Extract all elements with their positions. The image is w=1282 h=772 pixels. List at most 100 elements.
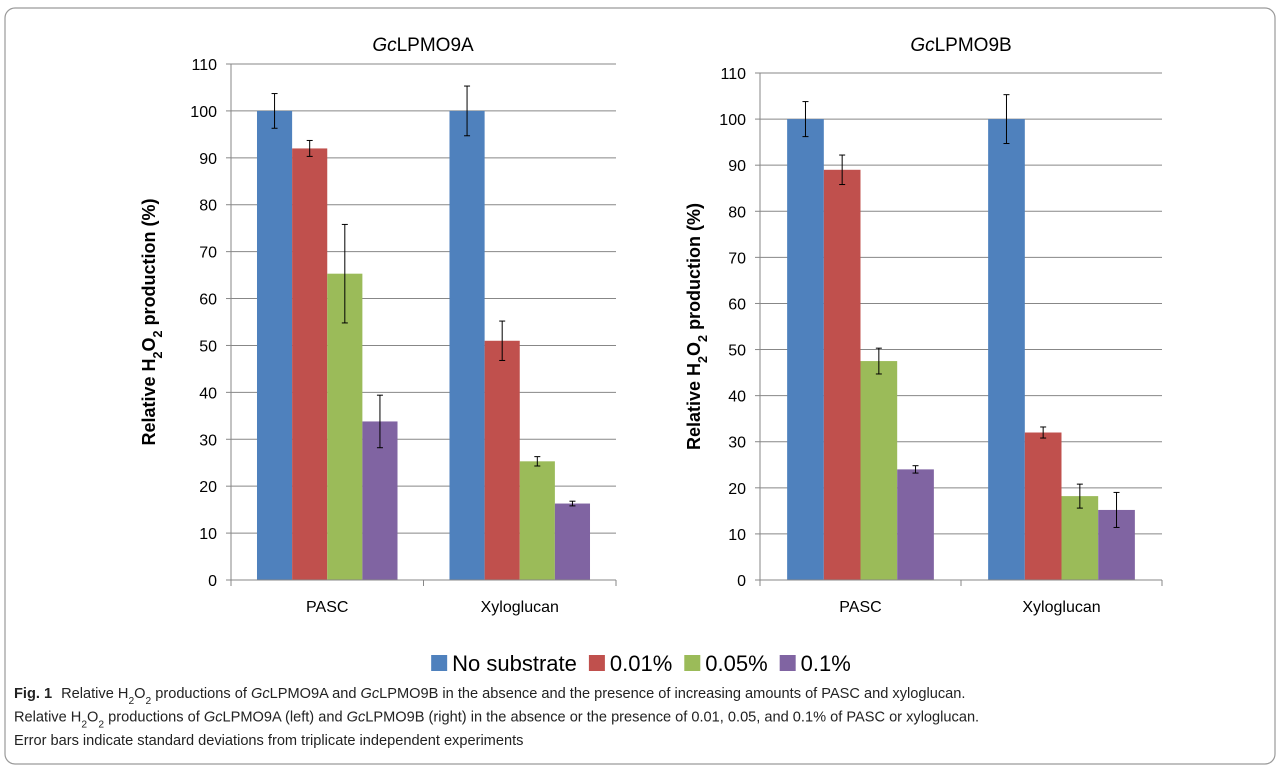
text-segment: O	[139, 337, 159, 351]
subscript: 2	[151, 351, 165, 358]
chart-title: GcLPMO9B	[910, 35, 1011, 56]
bar	[327, 273, 363, 580]
y-tick-label: 10	[728, 527, 746, 544]
legend-label: 0.01%	[610, 651, 672, 676]
bar	[1024, 432, 1062, 580]
text-segment: Relative H	[139, 358, 159, 445]
text-segment: Relative H	[14, 710, 81, 726]
bar	[484, 340, 520, 580]
text-segment: Relative H	[684, 363, 704, 450]
text-segment: Gc	[372, 35, 397, 56]
y-tick-label: 50	[199, 338, 217, 355]
subscript: 2	[128, 696, 134, 707]
error-bar	[499, 320, 506, 361]
text-segment: O	[684, 342, 704, 356]
text-segment: O	[134, 686, 145, 702]
error-bar	[1040, 426, 1047, 439]
y-tick-label: 100	[190, 104, 217, 121]
legend-label: 0.05%	[705, 651, 767, 676]
y-tick-label: 40	[728, 389, 746, 406]
figure-border	[4, 7, 1276, 765]
y-axis-label: Relative H2O2 production (%)	[139, 198, 165, 445]
error-bar	[464, 85, 471, 137]
subscript: 2	[696, 356, 710, 363]
text-segment: LPMO9A (left) and	[223, 710, 347, 726]
bar	[554, 503, 591, 580]
y-tick-label: 70	[199, 245, 217, 262]
subscript: 2	[81, 719, 87, 730]
bar	[823, 169, 861, 581]
caption-line: Relative H2O2 productions of GcLPMO9A (l…	[14, 710, 979, 731]
text-segment: Gc	[361, 686, 380, 702]
x-tick-label: Xyloglucan	[1022, 599, 1100, 616]
subscript: 2	[696, 335, 710, 342]
bar	[292, 148, 328, 580]
text-segment: Gc	[251, 686, 270, 702]
subscript: 2	[145, 696, 151, 707]
text-segment: O	[87, 710, 98, 726]
error-bar	[1003, 94, 1010, 145]
y-tick-label: 80	[728, 204, 746, 221]
caption-line: Error bars indicate standard deviations …	[14, 733, 523, 749]
error-bar	[376, 394, 383, 449]
x-tick-label: PASC	[306, 599, 348, 616]
bar	[256, 110, 293, 580]
y-tick-label: 50	[728, 343, 746, 360]
text-segment: Gc	[347, 710, 366, 726]
text-segment: production (%)	[139, 198, 159, 330]
legend-swatch	[684, 655, 701, 671]
subscript: 2	[98, 719, 104, 730]
y-tick-label: 80	[199, 198, 217, 215]
error-bar	[802, 101, 809, 138]
text-segment: LPMO9B	[935, 35, 1012, 56]
y-tick-label: 0	[737, 573, 746, 590]
error-bar	[306, 139, 313, 157]
y-tick-label: 90	[199, 151, 217, 168]
y-tick-label: 90	[728, 158, 746, 175]
y-tick-label: 60	[728, 296, 746, 313]
legend-label: No substrate	[452, 651, 577, 676]
subscript: 2	[151, 330, 165, 337]
text-segment: productions of	[104, 710, 204, 726]
legend: No substrate 0.01% 0.05% 0.1%	[431, 651, 851, 676]
error-bar	[1113, 491, 1120, 528]
y-tick-label: 60	[199, 292, 217, 309]
y-tick-label: 20	[199, 479, 217, 496]
y-tick-label: 40	[199, 385, 217, 402]
x-tick-label: Xyloglucan	[481, 599, 559, 616]
text-segment: productions of	[151, 686, 251, 702]
error-bar	[875, 347, 882, 375]
legend-swatch	[779, 655, 796, 671]
y-tick-label: 30	[199, 432, 217, 449]
y-tick-label: 30	[728, 435, 746, 452]
bar	[897, 469, 934, 580]
bar	[1061, 496, 1099, 580]
bar	[449, 110, 485, 580]
y-tick-label: 20	[728, 481, 746, 498]
y-tick-label: 110	[720, 66, 746, 83]
bar	[787, 119, 824, 580]
caption-line: Fig. 1 Relative H2O2 productions of GcLPM…	[14, 686, 965, 707]
text-segment: LPMO9A	[397, 35, 474, 56]
text-segment: Gc	[910, 35, 935, 56]
text-segment: LPMO9B in the absence and the presence o…	[379, 686, 965, 702]
bar	[988, 119, 1025, 580]
error-bar	[569, 500, 576, 507]
error-bar	[839, 154, 846, 186]
text-segment: LPMO9B (right) in the absence or the pre…	[365, 710, 979, 726]
text-segment: Gc	[204, 710, 223, 726]
error-bar	[1076, 483, 1083, 509]
y-axis-label: Relative H2O2 production (%)	[684, 203, 710, 450]
y-tick-label: 70	[728, 250, 746, 267]
text-segment: LPMO9A and	[270, 686, 361, 702]
error-bar	[534, 456, 541, 467]
bar	[860, 361, 898, 580]
text-segment: production (%)	[684, 203, 704, 335]
bar	[519, 461, 555, 580]
legend-swatch	[431, 655, 448, 671]
y-tick-label: 0	[208, 573, 217, 590]
y-tick-label: 110	[191, 57, 217, 74]
legend-label: 0.1%	[801, 651, 851, 676]
error-bar	[912, 465, 919, 474]
